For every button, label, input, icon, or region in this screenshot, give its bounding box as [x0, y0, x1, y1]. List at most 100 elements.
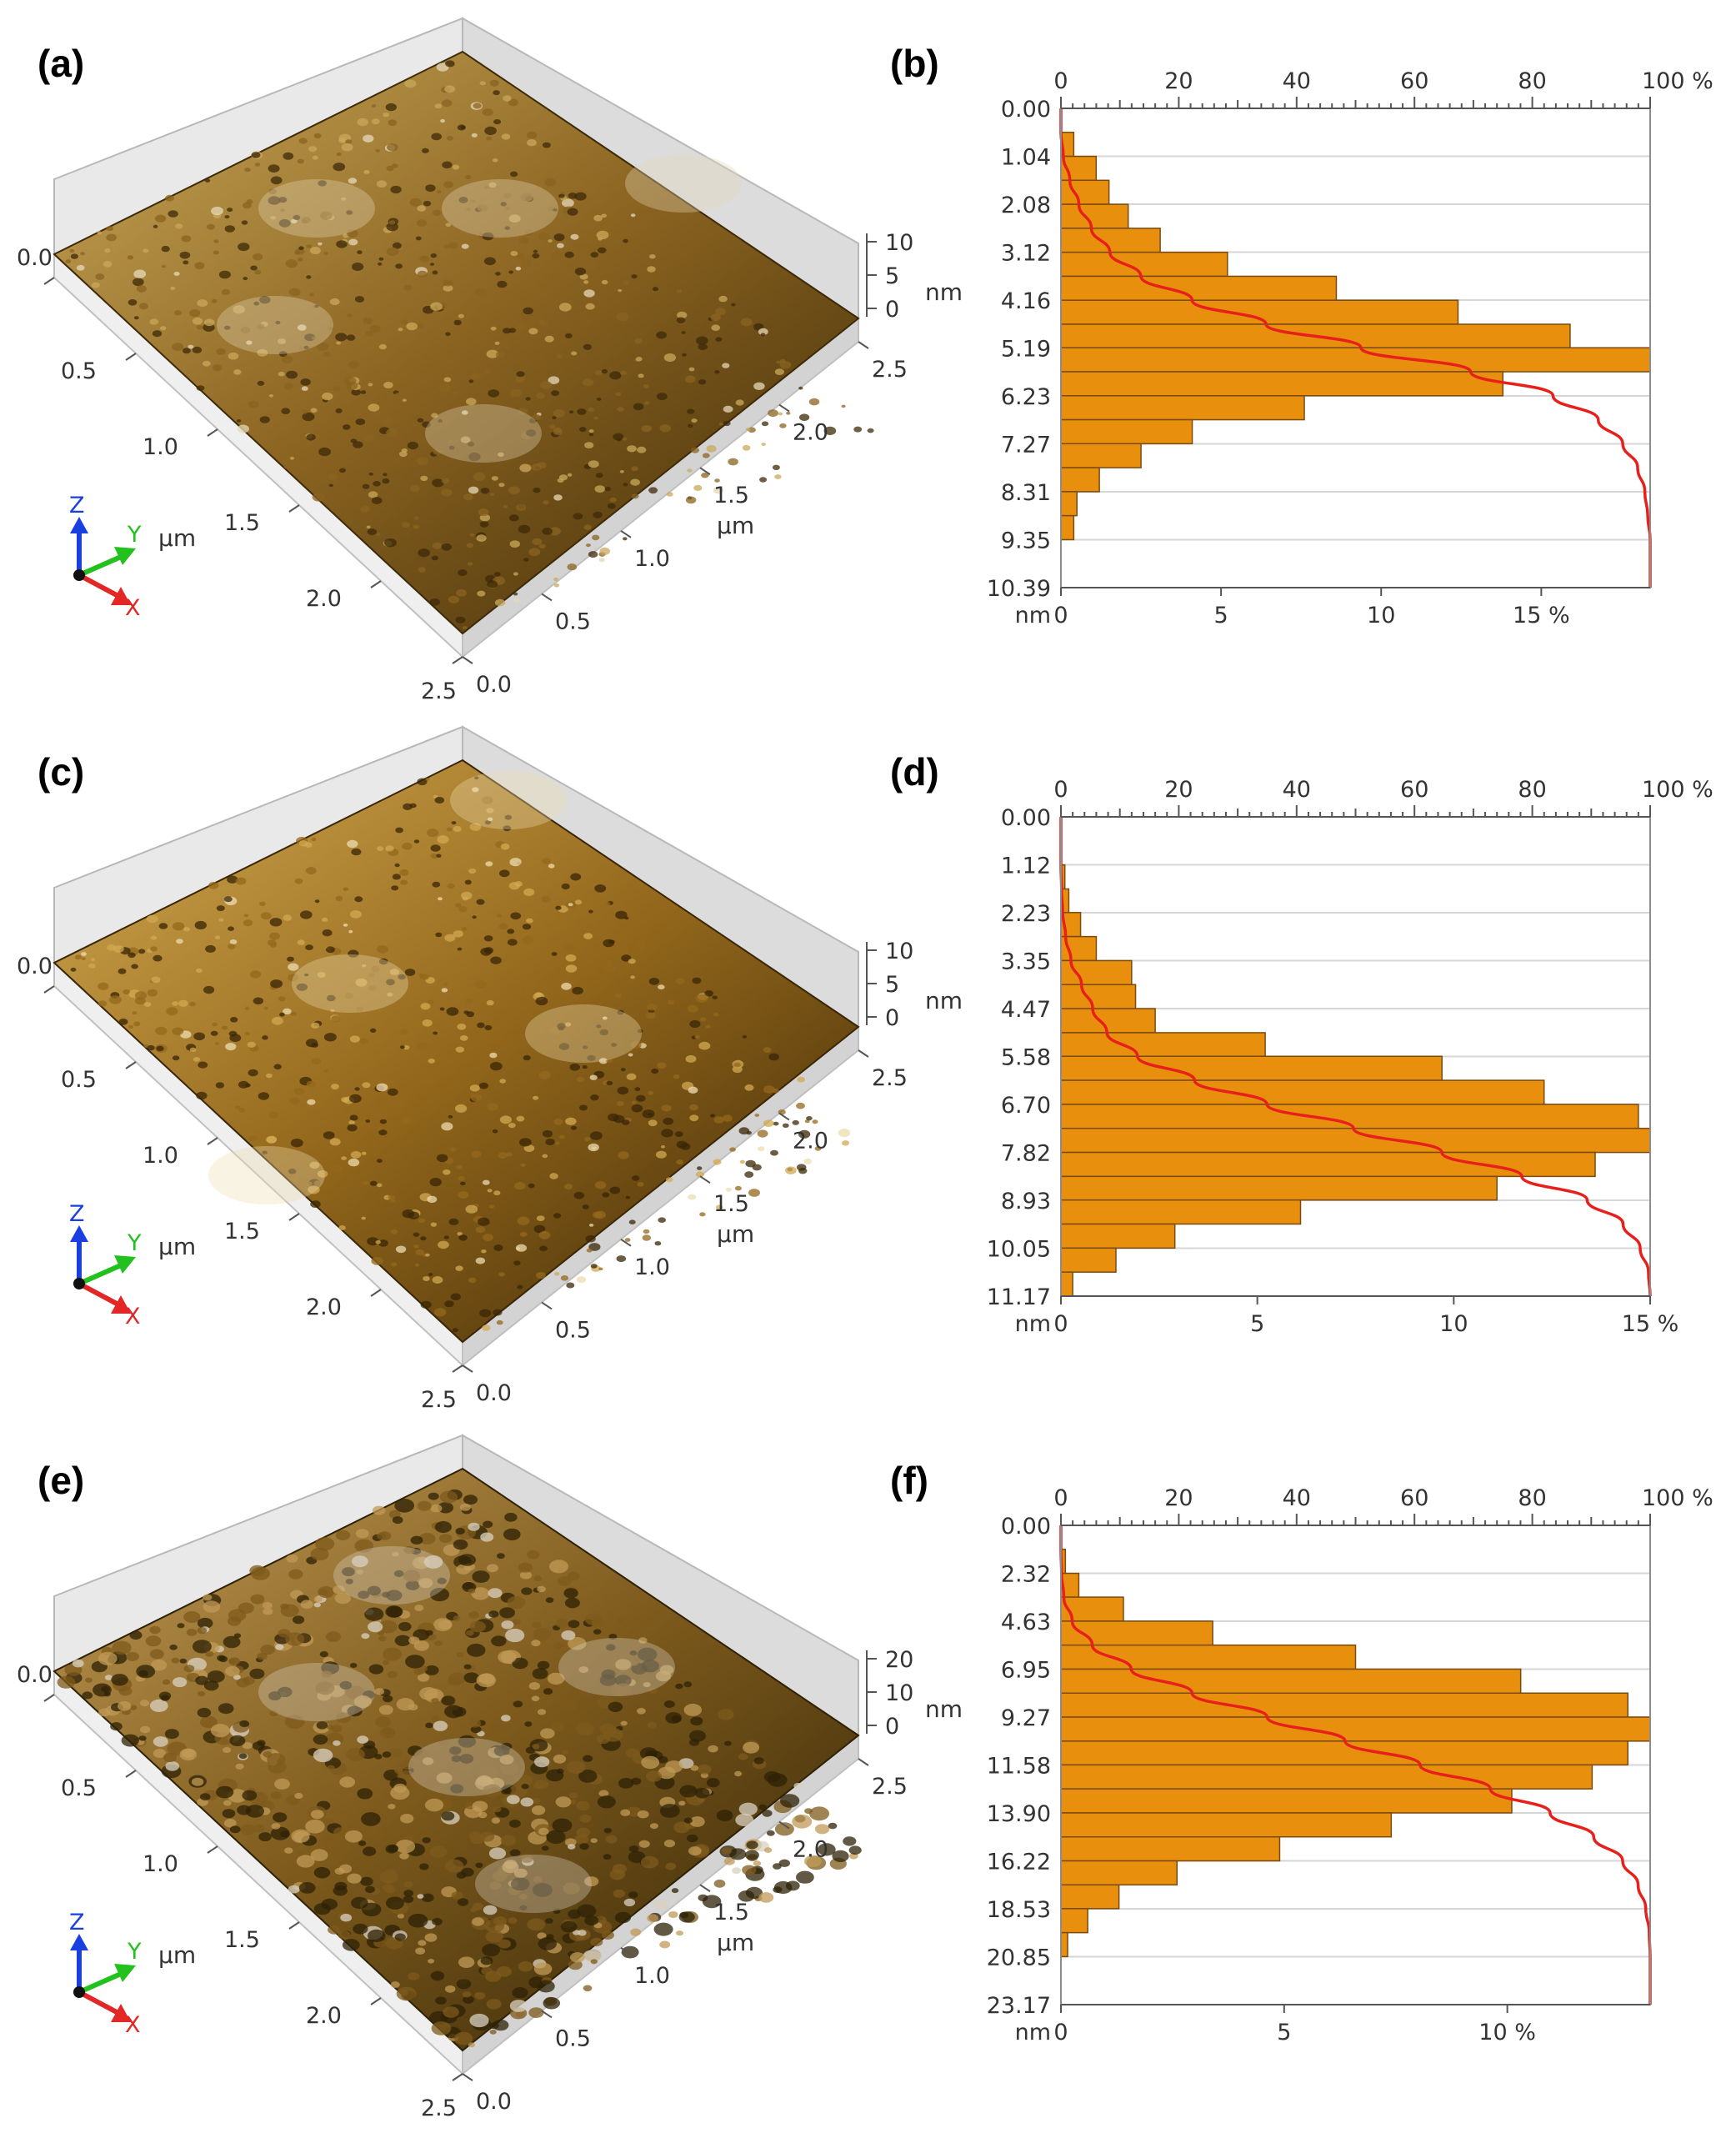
surface-grain: [419, 1863, 429, 1870]
surface-grain: [522, 924, 532, 930]
surface-grain: [267, 1753, 286, 1766]
surface-grain: [678, 1800, 686, 1806]
surface-grain: [656, 331, 667, 339]
surface-grain: [432, 1276, 443, 1284]
surface-grain: [763, 1047, 772, 1054]
surface-grain: [106, 233, 117, 242]
surface-grain: [296, 1850, 304, 1856]
surface-grain: [476, 534, 487, 542]
surface-grain: [479, 1309, 492, 1318]
surface-grain: [617, 312, 629, 322]
surface-grain: [183, 1665, 195, 1673]
surface-grain: [196, 325, 203, 330]
surface-grain: [329, 298, 340, 306]
surface-grain: [188, 344, 194, 349]
surface-grain: [450, 1784, 464, 1794]
surface-grain: [704, 990, 714, 997]
surface-grain: [225, 1043, 237, 1051]
surface-grain: [413, 516, 419, 520]
y-tick-label: 23.17: [987, 1993, 1051, 2019]
surface-grain: [229, 1825, 241, 1834]
histogram-bar: [1060, 1151, 1596, 1178]
surface-grain: [423, 1555, 443, 1569]
surface-grain: [368, 984, 377, 991]
surface-grain: [688, 1730, 706, 1742]
surface-grain: [453, 392, 458, 395]
surface-grain: [561, 1630, 576, 1640]
surface-grain: [275, 1644, 284, 1650]
surface-grain: [594, 370, 603, 376]
surface-grain: [663, 1700, 675, 1708]
surface-grain: [280, 1830, 290, 1838]
surface-grain: [271, 1016, 283, 1025]
surface-grain: [555, 905, 562, 910]
surface-grain: [637, 1708, 646, 1715]
surface-grain: [98, 982, 109, 990]
surface-grain: [475, 1862, 483, 1868]
surface-grain: [126, 1651, 140, 1661]
surface-grain: [574, 268, 587, 276]
surface-grain: [590, 1094, 599, 1101]
surface-grain: [441, 1811, 455, 1821]
surface-grain: [263, 1602, 273, 1610]
surface-grain: [103, 1691, 111, 1697]
surface-grain: [753, 1860, 762, 1866]
surface-grain: [378, 343, 387, 350]
surface-grain: [339, 468, 346, 473]
y-tick-label: 0.0: [476, 2089, 512, 2115]
surface-grain: [149, 1649, 164, 1660]
surface-grain: [241, 220, 248, 225]
surface-grain: [468, 1611, 479, 1619]
surface-grain: [368, 383, 373, 387]
surface-grain: [590, 1264, 598, 1269]
surface-grain: [143, 248, 149, 253]
surface-grain: [526, 131, 538, 139]
surface-grain: [533, 249, 538, 253]
surface-grain: [132, 278, 144, 287]
surface-grain: [503, 504, 508, 508]
surface-grain: [383, 473, 388, 477]
surface-grain: [596, 1024, 602, 1029]
surface-grain: [397, 1913, 404, 1919]
surface-grain: [578, 1770, 598, 1783]
surface-grain: [625, 1748, 639, 1758]
surface-grain: [218, 1655, 228, 1663]
surface-grain: [385, 103, 397, 112]
surface-grain: [394, 1768, 403, 1775]
surface-grain: [273, 1812, 288, 1823]
surface-grain: [408, 1636, 420, 1645]
surface-grain: [619, 470, 624, 473]
surface-grain: [510, 912, 522, 920]
surface-grain: [643, 383, 649, 388]
surface-grain: [378, 262, 383, 266]
surface-grain: [430, 853, 438, 859]
surface-grain: [582, 1065, 588, 1069]
histogram-bar: [1060, 1079, 1545, 1105]
surface-grain: [368, 1929, 386, 1942]
surface-grain: [723, 405, 733, 413]
surface-grain: [480, 947, 493, 956]
surface-grain: [578, 1666, 589, 1674]
surface-grain: [366, 525, 371, 529]
surface-hill: [333, 1546, 450, 1605]
surface-grain: [458, 906, 468, 913]
surface-grain: [249, 1668, 265, 1680]
surface-grain: [444, 85, 456, 93]
surface-grain: [589, 1074, 598, 1080]
surface-grain: [348, 238, 358, 246]
surface-grain: [313, 1734, 328, 1745]
surface-grain: [235, 1763, 244, 1770]
surface-grain: [422, 1757, 434, 1765]
surface-grain: [334, 1592, 352, 1605]
surface-grain: [688, 1194, 696, 1200]
surface-grain: [308, 1185, 320, 1194]
surface-grain: [551, 952, 558, 956]
surface-grain: [363, 169, 370, 174]
surface-grain: [520, 1854, 533, 1863]
surface-grain: [438, 383, 451, 393]
surface-grain: [571, 351, 578, 356]
surface-grain: [481, 1966, 493, 1975]
surface-grain: [548, 424, 556, 429]
surface-grain: [548, 376, 560, 385]
surface-grain: [318, 180, 327, 187]
